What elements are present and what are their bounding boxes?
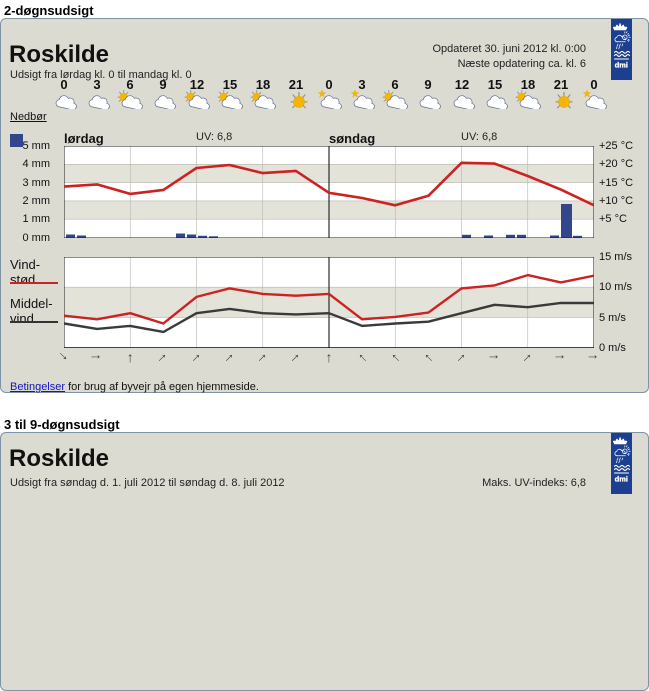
svg-text:dmi: dmi	[615, 475, 628, 484]
svg-text:dmi: dmi	[615, 61, 628, 70]
